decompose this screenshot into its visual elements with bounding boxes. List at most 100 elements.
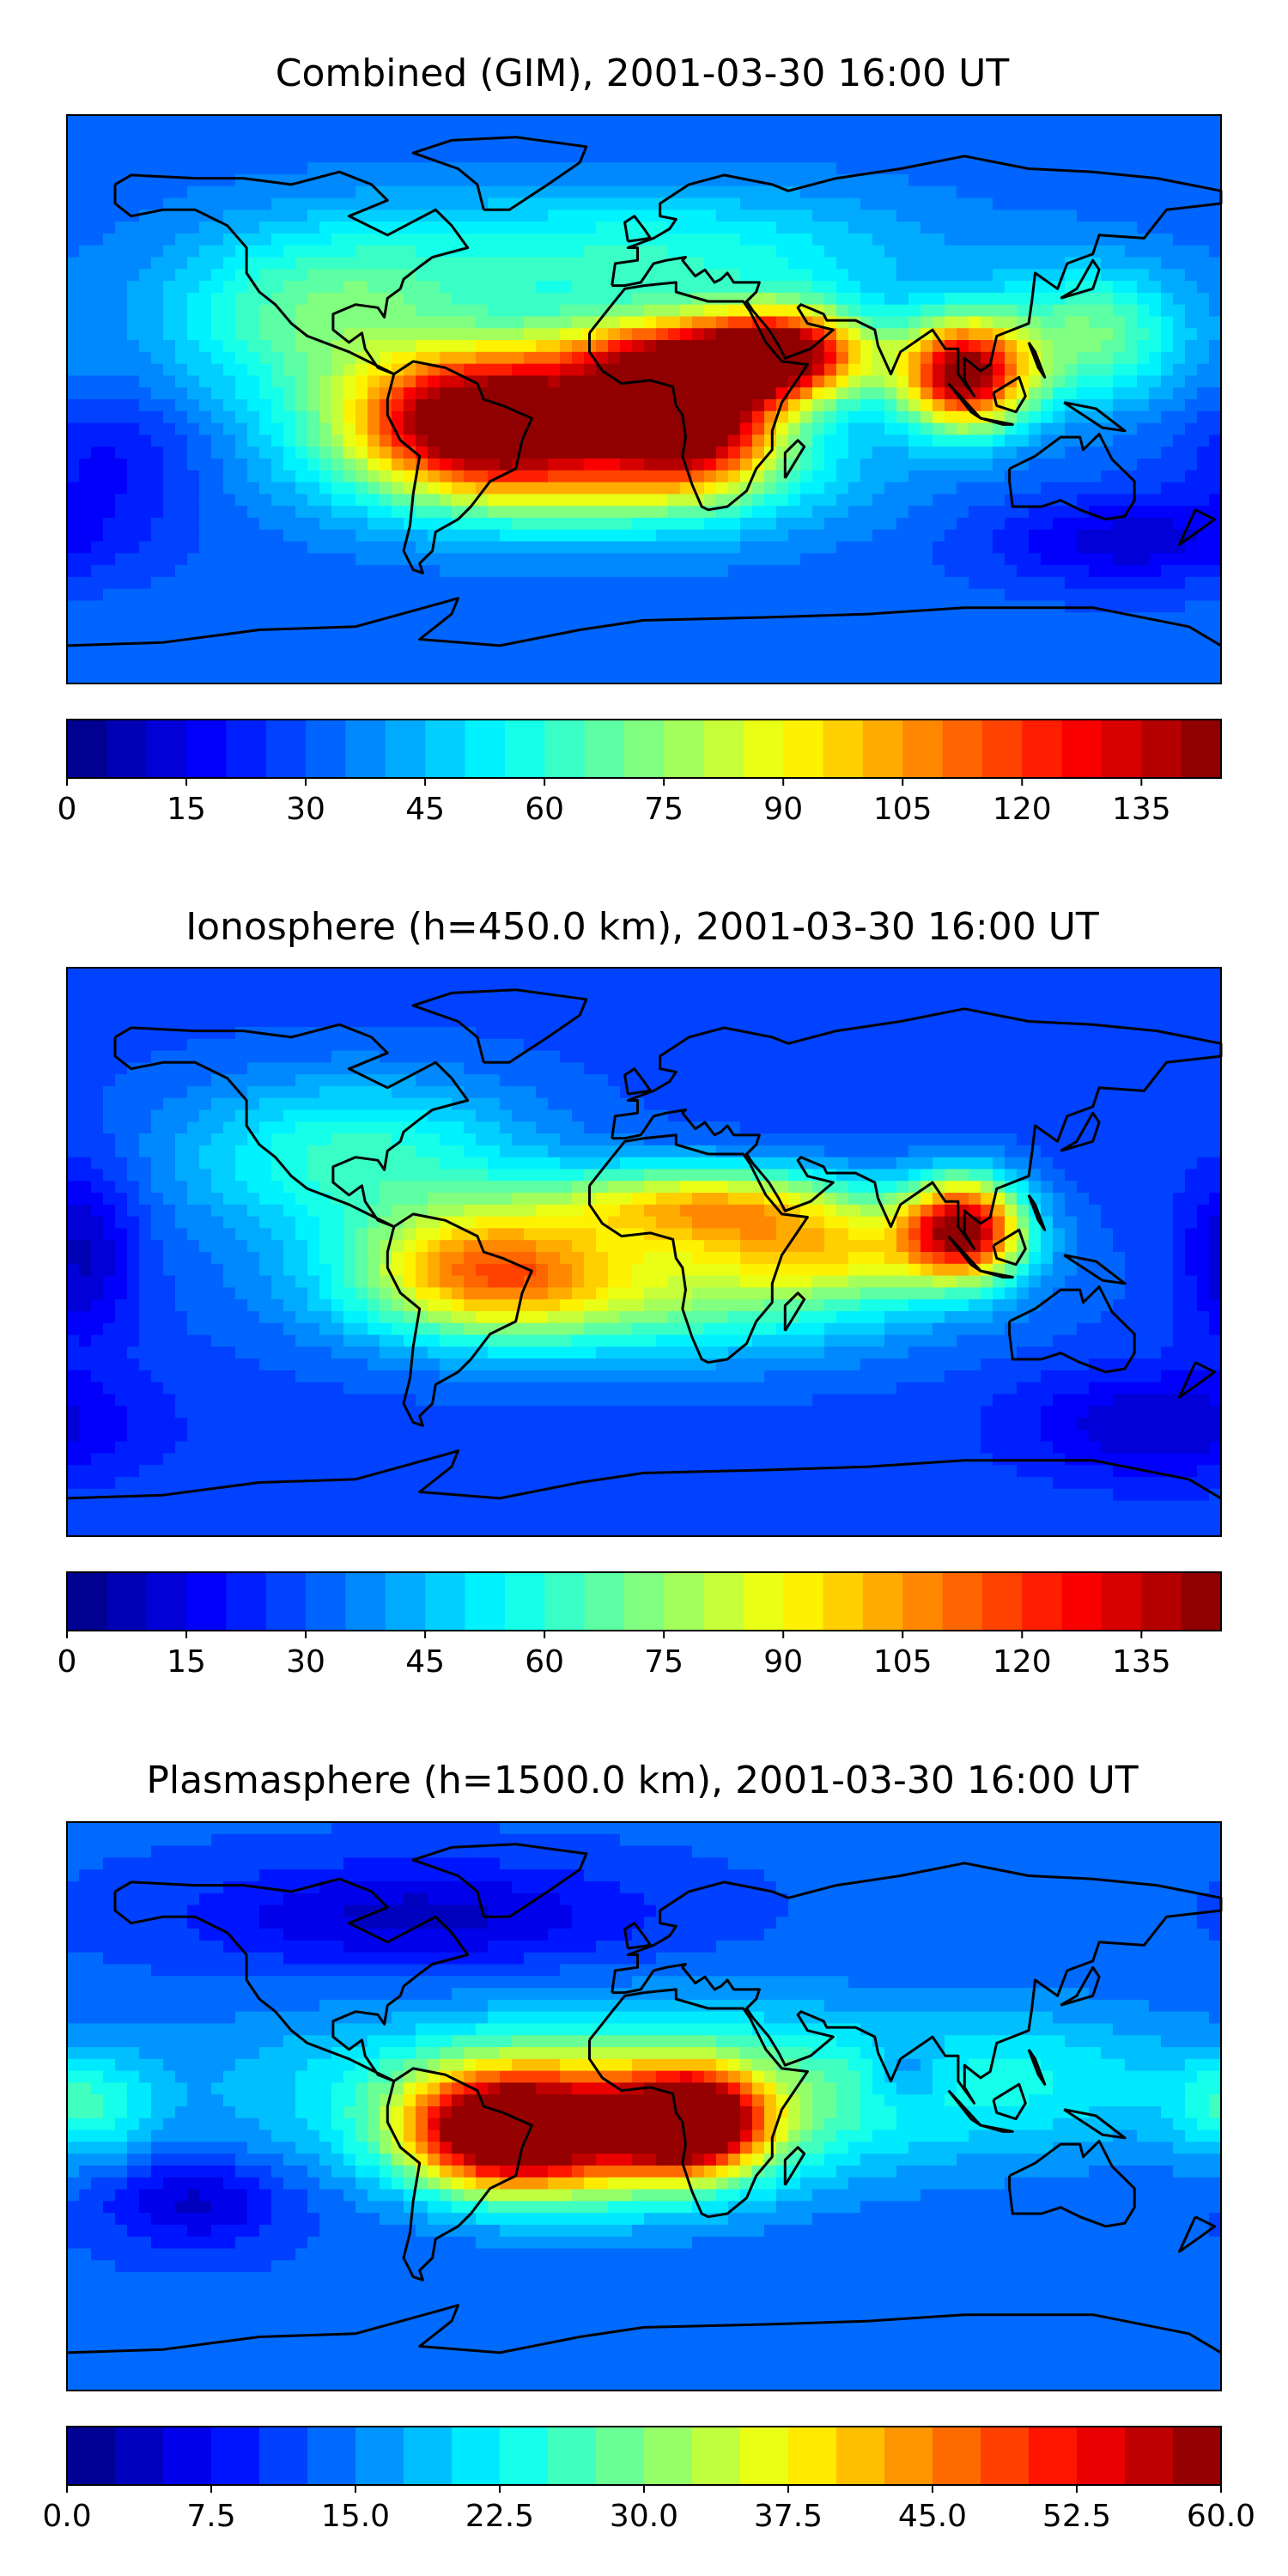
field-cell xyxy=(79,1406,92,1419)
field-cell xyxy=(680,624,693,637)
field-cell xyxy=(872,150,885,163)
field-cell xyxy=(884,447,897,459)
field-cell xyxy=(548,245,561,258)
field-cell xyxy=(1125,304,1138,318)
field-cell xyxy=(632,659,645,672)
field-cell xyxy=(1029,257,1042,270)
field-cell xyxy=(488,222,501,234)
field-cell xyxy=(860,576,873,590)
field-cell xyxy=(259,529,272,543)
field-cell xyxy=(536,600,549,613)
field-cell xyxy=(800,150,813,163)
field-cell xyxy=(103,1050,116,1063)
field-cell xyxy=(67,541,80,554)
field-cell xyxy=(800,281,813,294)
field-cell xyxy=(1017,292,1030,306)
field-cell xyxy=(969,340,981,353)
field-cell xyxy=(380,529,392,543)
field-cell xyxy=(67,991,80,1004)
field-cell xyxy=(969,197,981,210)
field-cell xyxy=(163,422,176,435)
field-cell xyxy=(91,1334,104,1347)
field-cell xyxy=(283,245,296,258)
field-cell xyxy=(908,387,921,400)
field-cell xyxy=(957,494,969,507)
field-cell xyxy=(343,387,356,400)
field-cell xyxy=(1137,506,1150,519)
field-cell xyxy=(440,292,453,306)
field-cell xyxy=(920,138,933,151)
field-cell xyxy=(488,115,501,128)
field-cell xyxy=(1149,304,1162,318)
field-cell xyxy=(79,1228,92,1241)
field-cell xyxy=(536,647,549,661)
field-cell xyxy=(115,1085,128,1099)
field-cell xyxy=(67,1074,80,1087)
field-cell xyxy=(115,1441,128,1455)
field-cell xyxy=(668,541,681,554)
field-cell xyxy=(1041,197,1054,210)
field-cell xyxy=(524,162,537,175)
field-cell xyxy=(776,422,789,435)
field-cell xyxy=(91,115,104,128)
field-cell xyxy=(584,257,597,270)
field-cell xyxy=(235,162,248,175)
field-cell xyxy=(103,576,116,590)
field-cell xyxy=(380,351,392,365)
field-cell xyxy=(115,1263,128,1277)
field-cell xyxy=(812,328,825,341)
field-cell xyxy=(1029,458,1042,471)
field-cell xyxy=(440,351,453,365)
field-cell xyxy=(1125,541,1138,554)
field-cell xyxy=(1065,222,1078,234)
field-cell xyxy=(127,470,140,483)
field-cell xyxy=(500,210,513,222)
field-cell xyxy=(476,173,489,187)
field-cell xyxy=(993,281,1005,294)
field-cell xyxy=(800,328,813,341)
field-cell xyxy=(223,600,236,613)
field-cell xyxy=(187,173,200,187)
field-cell xyxy=(199,162,212,175)
field-cell xyxy=(223,197,236,210)
field-cell xyxy=(295,494,308,507)
field-cell xyxy=(848,541,861,554)
field-cell xyxy=(824,410,837,424)
field-cell xyxy=(981,138,993,151)
field-cell xyxy=(572,115,585,128)
field-cell xyxy=(656,506,669,519)
field-cell xyxy=(115,968,128,981)
field-cell xyxy=(740,233,753,246)
field-cell xyxy=(836,245,849,258)
field-cell xyxy=(668,197,681,210)
field-cell xyxy=(139,363,152,377)
field-cell xyxy=(656,410,669,424)
field-cell xyxy=(295,210,308,222)
field-cell xyxy=(1101,351,1114,365)
field-cell xyxy=(957,126,969,140)
field-cell xyxy=(115,553,128,566)
field-cell xyxy=(115,292,128,306)
field-cell xyxy=(692,162,705,175)
field-cell xyxy=(969,233,981,246)
field-cell xyxy=(319,281,332,294)
field-cell xyxy=(704,328,717,341)
field-cell xyxy=(79,1038,92,1052)
field-cell xyxy=(860,245,873,258)
field-cell xyxy=(680,233,693,246)
field-cell xyxy=(271,541,284,554)
field-cell xyxy=(67,1418,80,1431)
field-cell xyxy=(115,482,128,495)
field-cell xyxy=(704,222,717,234)
field-cell xyxy=(235,565,248,578)
field-cell xyxy=(957,410,969,424)
field-cell xyxy=(752,210,765,222)
field-cell xyxy=(428,458,440,471)
field-cell xyxy=(355,410,368,424)
field-cell xyxy=(416,494,428,507)
field-cell xyxy=(812,659,825,672)
field-cell xyxy=(464,185,477,199)
field-cell xyxy=(307,115,320,128)
field-cell xyxy=(1149,351,1162,365)
field-cell xyxy=(343,185,356,199)
